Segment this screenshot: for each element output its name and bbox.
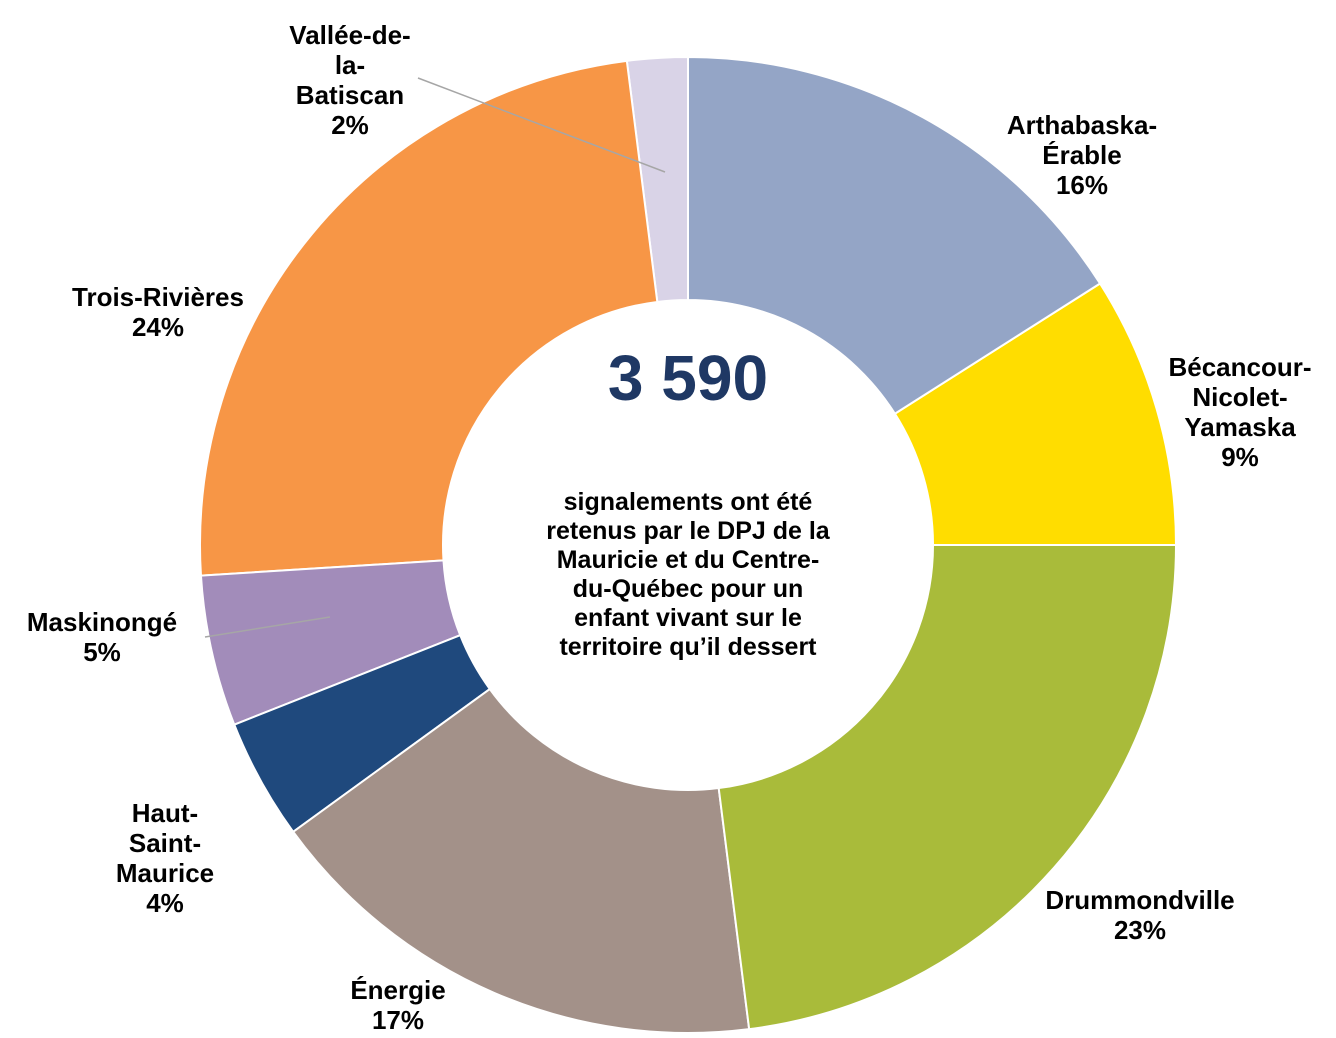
donut-segment [199,559,462,726]
value-label: 2% [331,110,369,140]
data-label: Vallée-de-la-Batiscan 2% [285,20,415,140]
donut-segment [291,687,751,1034]
donut-segment [232,633,492,834]
donut-segment [199,59,659,577]
category-label: Bécancour-Nicolet-Yamaska [1168,352,1312,442]
data-label: Haut-Saint-Maurice 4% [100,798,230,918]
value-label: 4% [146,888,184,918]
category-label: Haut-Saint-Maurice [115,798,215,888]
leader-line [204,616,331,638]
value-label: 9% [1221,442,1259,472]
leader-line [417,77,666,173]
data-label: Trois-Rivières 24% [43,282,273,342]
value-label: 5% [83,637,121,667]
data-label: Énergie 17% [298,975,498,1035]
category-label: Trois-Rivières [72,282,244,312]
value-label: 23% [1113,915,1167,945]
category-label: Énergie [350,975,446,1005]
category-label: Drummondville [1045,885,1235,915]
center-text: signalements ont été retenus par le DPJ … [546,488,830,661]
data-label: Arthabaska-Érable 16% [982,110,1182,200]
data-label: Maskinongé 5% [2,607,202,667]
data-label: Drummondville 23% [1010,885,1270,945]
category-label: Vallée-de-la-Batiscan [289,20,411,110]
donut-segment [717,544,1178,1031]
value-label: 24% [131,312,185,342]
value-label: 16% [1055,170,1109,200]
category-label: Maskinongé [26,607,178,637]
donut-segment [893,282,1178,546]
center-title: 3 590 [607,342,769,414]
value-label: 17% [371,1005,425,1035]
data-label: Bécancour-Nicolet-Yamaska 9% [1155,352,1325,472]
donut-segment [687,55,1102,416]
category-label: Arthabaska-Érable [1006,110,1158,170]
